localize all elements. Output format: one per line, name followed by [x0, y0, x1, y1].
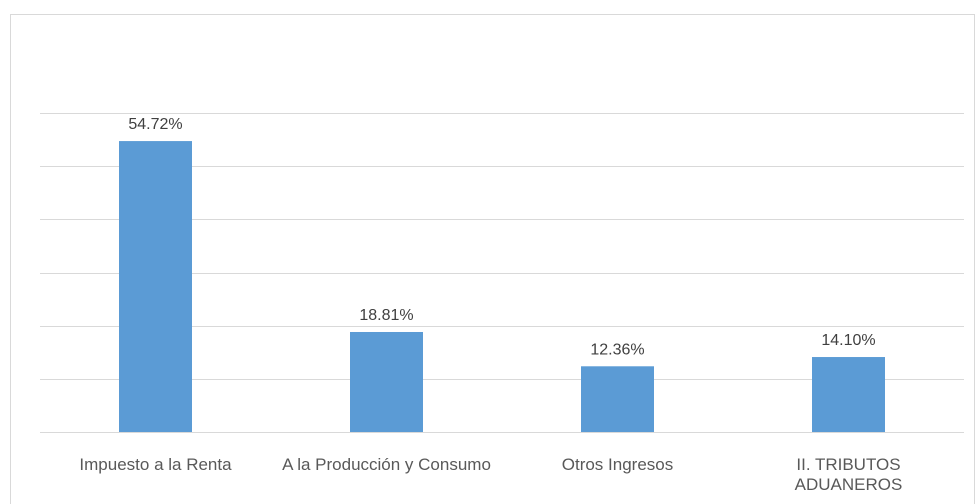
- data-label: 14.10%: [821, 332, 875, 349]
- x-tick-label-box: Impuesto a la Renta: [79, 455, 232, 474]
- x-tick-label-box: Otros Ingresos: [561, 455, 674, 474]
- data-label: 12.36%: [590, 341, 644, 358]
- x-tick-label-box: A la Producción y Consumo: [282, 455, 491, 474]
- x-tick-label: II. TRIBUTOS ADUANEROS: [794, 455, 903, 494]
- bar: [119, 141, 192, 432]
- bar: [581, 366, 654, 432]
- data-label: 54.72%: [128, 116, 182, 133]
- data-label: 18.81%: [359, 307, 413, 324]
- x-tick-label-box: II. TRIBUTOS ADUANEROS: [794, 455, 903, 494]
- x-tick-label: Otros Ingresos: [561, 455, 674, 474]
- bar: [812, 357, 885, 432]
- x-tick-label: Impuesto a la Renta: [79, 455, 232, 474]
- x-tick-label: A la Producción y Consumo: [282, 455, 491, 474]
- bar: [350, 331, 423, 432]
